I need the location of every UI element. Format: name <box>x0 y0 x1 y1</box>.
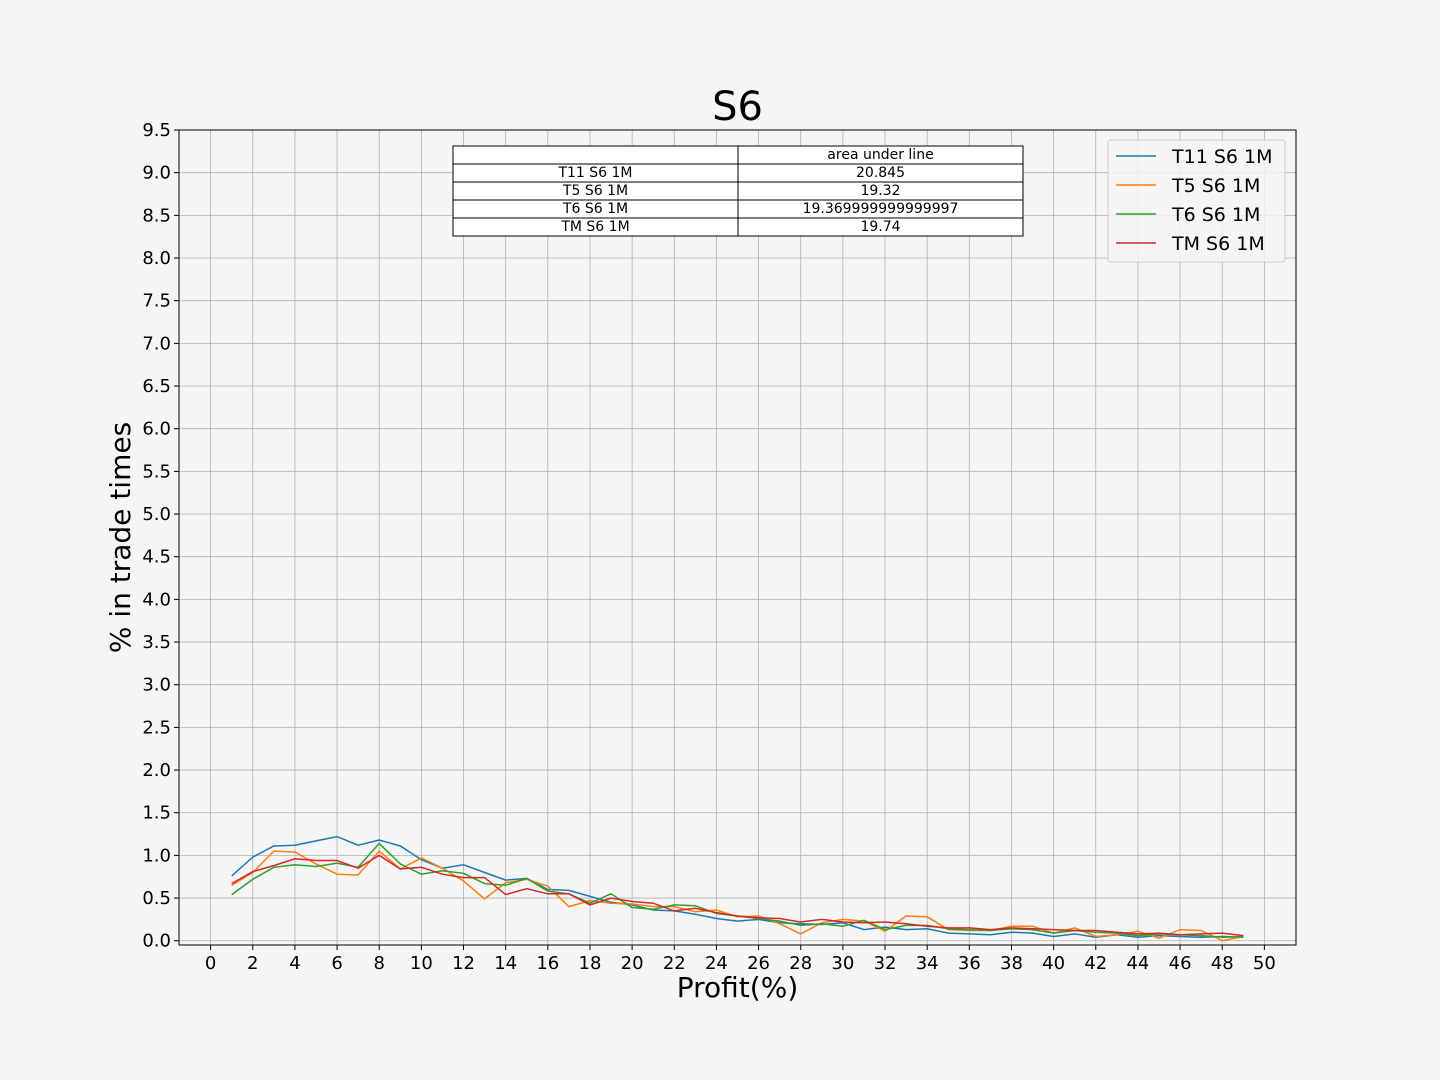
y-tick-label: 3.5 <box>142 632 171 653</box>
y-tick-label: 9.5 <box>142 120 171 141</box>
y-tick-label: 6.5 <box>142 376 171 397</box>
x-tick-label: 38 <box>1000 953 1023 974</box>
table-row-value: 19.74 <box>860 219 900 235</box>
legend-box <box>1107 139 1286 263</box>
y-tick-label: 9.0 <box>142 163 171 184</box>
table-row-label: T6 S6 1M <box>562 201 628 217</box>
legend-label: T5 S6 1M <box>1171 175 1260 197</box>
table-row-label: T11 S6 1M <box>557 165 632 181</box>
x-tick-label: 34 <box>916 953 939 974</box>
y-tick-label: 3.0 <box>142 675 171 696</box>
series-layer <box>231 835 1244 942</box>
x-tick-label: 30 <box>831 953 854 974</box>
x-tick-label: 40 <box>1042 953 1065 974</box>
y-tick-label: 8.0 <box>142 248 171 269</box>
ticks: 0 2 4 6 8 10 12 14 16 18 20 22 24 26 28 30 32 34 36 38 40 42 4… <box>142 120 1275 974</box>
y-tick-label: 5.5 <box>142 461 171 482</box>
x-axis-title: Profit(%) <box>677 971 799 1004</box>
legend-label: T6 S6 1M <box>1171 204 1260 226</box>
plot-area <box>179 130 1296 945</box>
table-row-label: TM S6 1M <box>560 219 629 235</box>
y-tick-label: 1.0 <box>142 845 171 866</box>
x-tick-label: 24 <box>705 953 728 974</box>
x-tick-label: 46 <box>1169 953 1192 974</box>
x-tick-label: 10 <box>410 953 433 974</box>
y-axis-title: % in trade times <box>104 422 137 653</box>
y-tick-label: 2.5 <box>142 717 171 738</box>
y-tick-label: 4.5 <box>142 547 171 568</box>
x-tick-label: 28 <box>789 953 812 974</box>
x-tick-label: 14 <box>494 953 517 974</box>
table-row-value: 19.32 <box>860 183 900 199</box>
y-tick-label: 5.0 <box>142 504 171 525</box>
x-tick-label: 6 <box>331 953 342 974</box>
x-tick-label: 42 <box>1084 953 1107 974</box>
x-tick-label: 36 <box>958 953 981 974</box>
x-tick-label: 20 <box>621 953 644 974</box>
y-tick-label: 7.5 <box>142 291 171 312</box>
chart-title: S6 <box>712 84 763 130</box>
x-tick-label: 48 <box>1211 953 1234 974</box>
legend-label: T11 S6 1M <box>1171 146 1273 168</box>
table-row-value: 19.369999999999997 <box>803 201 959 217</box>
x-tick-label: 12 <box>452 953 475 974</box>
y-tick-label: 4.0 <box>142 589 171 610</box>
x-tick-label: 16 <box>536 953 559 974</box>
y-tick-label: 7.0 <box>142 333 171 354</box>
table-row-label: T5 S6 1M <box>562 183 628 199</box>
series-line-1 <box>231 835 1244 939</box>
x-tick-label: 18 <box>579 953 602 974</box>
y-tick-label: 0.0 <box>142 931 171 952</box>
x-tick-label: 32 <box>874 953 897 974</box>
table-row-value: 20.845 <box>856 165 905 181</box>
x-tick-label: 44 <box>1126 953 1149 974</box>
x-tick-label: 4 <box>289 953 300 974</box>
x-tick-label: 2 <box>247 953 258 974</box>
y-tick-label: 2.0 <box>142 760 171 781</box>
legend: T11 S6 1M T5 S6 1M T6 S6 1M TM S6 1M <box>1107 139 1286 263</box>
x-tick-label: 8 <box>373 953 384 974</box>
plot-frame <box>178 129 1297 946</box>
y-tick-label: 0.5 <box>142 888 171 909</box>
area-table: area under line T11 S6 1M 20.845 T5 S6 1M 19… <box>452 145 1024 237</box>
x-tick-label: 22 <box>663 953 686 974</box>
x-tick-label: 26 <box>747 953 770 974</box>
legend-label: TM S6 1M <box>1171 233 1265 255</box>
y-tick-label: 8.5 <box>142 205 171 226</box>
x-tick-label: 50 <box>1253 953 1276 974</box>
y-tick-label: 6.0 <box>142 419 171 440</box>
table-header: area under line <box>827 147 933 163</box>
y-tick-label: 1.5 <box>142 803 171 824</box>
x-tick-label: 0 <box>205 953 216 974</box>
series-line-4 <box>231 854 1244 937</box>
